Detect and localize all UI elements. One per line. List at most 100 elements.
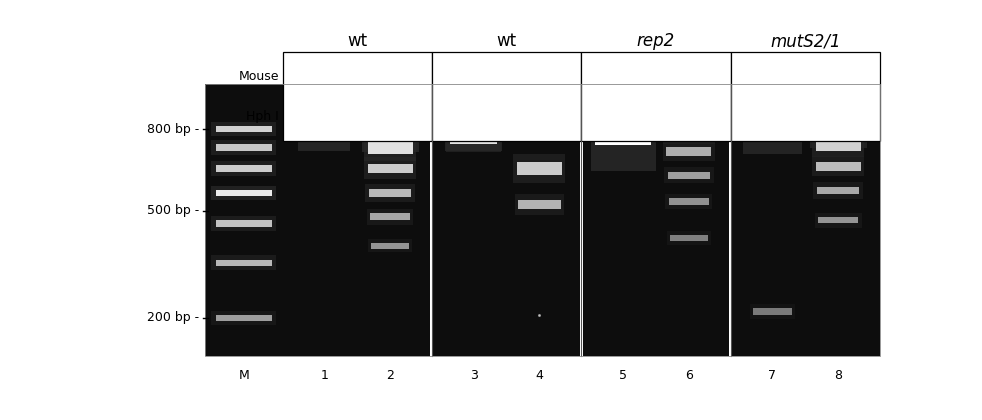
Bar	[205, 84, 880, 356]
Bar	[211, 140, 276, 155]
Bar	[366, 209, 413, 225]
Bar	[590, 87, 656, 171]
Text: -: -	[471, 109, 476, 123]
Bar	[815, 213, 861, 228]
Bar	[211, 186, 276, 200]
Bar	[299, 108, 351, 150]
Bar	[818, 217, 858, 223]
Bar	[746, 119, 798, 140]
Bar	[813, 121, 863, 137]
Bar	[816, 140, 860, 151]
Text: Hph I: Hph I	[246, 110, 279, 123]
Bar	[817, 186, 859, 194]
Text: 7: 7	[769, 369, 777, 382]
Text: -: -	[322, 109, 327, 123]
Bar	[368, 239, 412, 252]
Text: -: -	[504, 69, 510, 84]
Bar	[216, 144, 272, 151]
Bar	[205, 84, 880, 356]
Bar	[729, 84, 733, 356]
Text: 200 bp -: 200 bp -	[146, 312, 198, 325]
Text: -: -	[770, 109, 775, 123]
Text: mutS2/1: mutS2/1	[770, 32, 841, 50]
Bar	[211, 255, 276, 270]
Bar	[283, 52, 432, 141]
Bar	[365, 119, 414, 139]
Text: 800 bp -: 800 bp -	[146, 123, 198, 136]
Text: 4: 4	[535, 369, 543, 382]
Bar	[216, 315, 272, 321]
Bar	[432, 52, 581, 141]
Bar	[445, 108, 503, 150]
Bar	[449, 120, 499, 138]
Bar	[361, 106, 418, 152]
Bar	[667, 128, 711, 137]
Bar	[369, 189, 411, 197]
Bar	[579, 84, 582, 356]
Text: wt: wt	[497, 32, 517, 50]
Bar	[581, 52, 731, 141]
Text: Mouse: Mouse	[239, 71, 279, 84]
Bar	[816, 162, 860, 171]
Text: wt: wt	[348, 32, 367, 50]
Text: 3: 3	[469, 369, 477, 382]
Bar	[750, 304, 794, 319]
Bar	[211, 122, 276, 136]
Bar	[515, 194, 564, 215]
Bar	[518, 200, 561, 209]
Bar	[216, 190, 272, 197]
Bar	[666, 194, 712, 209]
Bar	[667, 231, 711, 244]
Bar	[364, 134, 416, 161]
Text: 500 bp -: 500 bp -	[146, 204, 198, 217]
Bar	[370, 213, 410, 221]
Bar	[216, 260, 272, 266]
Text: +: +	[683, 109, 694, 123]
Text: 5: 5	[619, 369, 627, 382]
Text: +: +	[799, 69, 812, 84]
Bar	[809, 110, 867, 148]
Bar	[667, 147, 711, 155]
Bar	[753, 308, 791, 315]
Bar	[211, 311, 276, 325]
Bar	[669, 198, 709, 205]
Bar	[216, 220, 272, 227]
Bar	[668, 172, 710, 179]
Text: +: +	[384, 109, 396, 123]
Text: 2: 2	[386, 369, 394, 382]
Bar	[211, 216, 276, 231]
Text: 1: 1	[320, 369, 328, 382]
Text: M: M	[239, 369, 249, 382]
Bar	[518, 162, 562, 175]
Bar	[595, 114, 651, 144]
Text: +: +	[649, 69, 662, 84]
Bar	[670, 235, 708, 241]
Bar	[216, 126, 272, 132]
Bar	[211, 161, 276, 176]
Bar	[813, 182, 863, 199]
Bar	[731, 52, 880, 141]
Bar	[450, 132, 497, 144]
Bar	[216, 165, 272, 172]
Text: 8: 8	[834, 369, 843, 382]
Bar	[664, 167, 714, 184]
Bar	[742, 104, 802, 155]
Text: 6: 6	[684, 369, 692, 382]
Text: +: +	[533, 109, 545, 123]
Bar	[514, 154, 566, 183]
Bar	[447, 124, 501, 152]
Bar	[663, 122, 715, 144]
Bar	[302, 120, 347, 138]
Text: rep2: rep2	[637, 32, 675, 50]
Bar	[365, 184, 414, 202]
Bar	[367, 163, 412, 173]
Text: +: +	[351, 69, 363, 84]
Text: -: -	[621, 109, 626, 123]
Text: +: +	[833, 109, 844, 123]
Bar	[367, 141, 412, 154]
Bar	[430, 84, 433, 356]
Bar	[812, 134, 864, 157]
Bar	[371, 243, 409, 249]
Bar	[364, 158, 416, 179]
Bar	[812, 156, 864, 176]
